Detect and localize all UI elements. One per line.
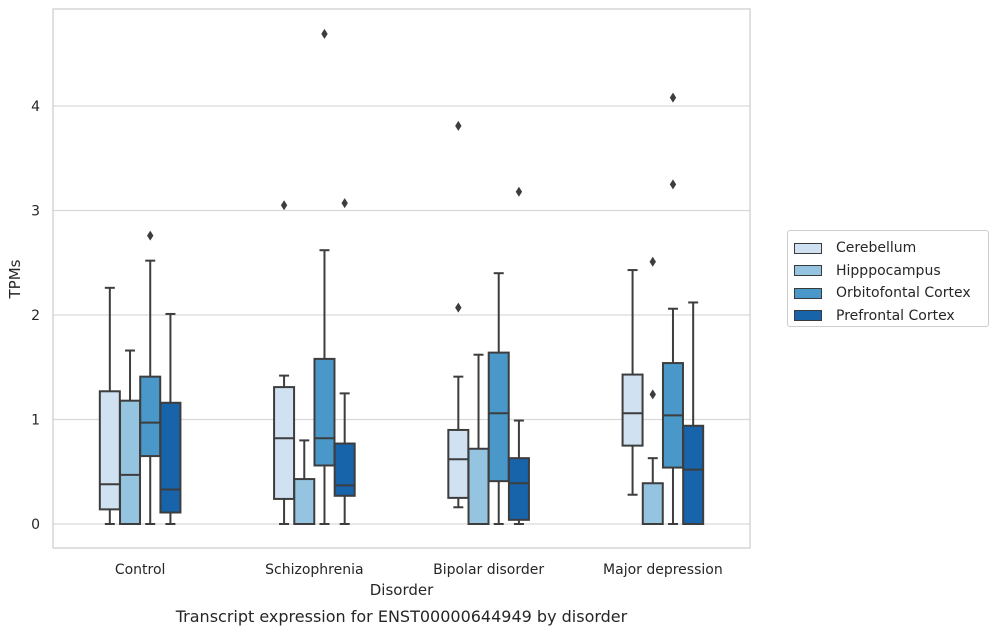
box-iqr	[293, 478, 316, 526]
box-cerebellum	[98, 286, 121, 525]
box-iqr	[447, 428, 470, 499]
box-iqr	[507, 457, 530, 521]
box-hipppocampus	[293, 439, 316, 526]
box-iqr	[333, 442, 356, 497]
plot-area-frame	[52, 8, 751, 549]
legend-swatch	[794, 310, 822, 322]
legend-item: Orbitofontal Cortex	[794, 282, 988, 305]
outlier-point	[341, 198, 348, 209]
x-tick-label: Control	[115, 562, 166, 578]
box-hipppocampus	[119, 349, 142, 525]
box-prefrontal-cortex	[159, 312, 182, 525]
legend-label: Prefrontal Cortex	[836, 307, 955, 324]
legend-item: Cerebellum	[794, 237, 988, 260]
box-orbitofontal-cortex	[487, 272, 510, 525]
legend-item: Hipppocampus	[794, 260, 988, 283]
box-orbitofontal-cortex	[139, 230, 162, 525]
y-tick-label: 4	[31, 99, 40, 115]
outlier-point	[515, 186, 523, 197]
x-tick-labels: Control Schizophrenia Bipolar disorder Majo…	[115, 562, 723, 578]
legend-swatch	[794, 287, 822, 299]
box-iqr	[313, 357, 336, 467]
y-tick-label: 0	[31, 517, 40, 533]
box-iqr	[682, 424, 705, 525]
legend-swatch	[794, 242, 822, 254]
box-orbitofontal-cortex	[661, 92, 684, 525]
y-axis-label: TPMs	[6, 259, 24, 299]
gridlines	[53, 105, 750, 525]
box-series	[98, 28, 705, 526]
outlier-point	[321, 28, 328, 39]
outlier-point	[669, 179, 677, 190]
box-iqr	[467, 447, 490, 526]
box-orbitofontal-cortex	[313, 28, 336, 525]
box-iqr	[159, 401, 182, 514]
box-iqr	[139, 375, 162, 458]
legend-label: Orbitofontal Cortex	[836, 285, 971, 302]
box-iqr	[487, 351, 510, 483]
box-prefrontal-cortex	[507, 186, 530, 525]
outlier-point	[669, 92, 677, 103]
legend-label: Cerebellum	[836, 240, 917, 257]
x-tick-label: Schizophrenia	[265, 562, 363, 578]
box-hipppocampus	[641, 256, 664, 525]
legend-item: Prefrontal Cortex	[794, 305, 988, 328]
y-tick-label: 3	[31, 204, 40, 220]
box-iqr	[273, 386, 296, 500]
x-axis-label: Disorder	[370, 581, 434, 599]
box-cerebellum	[621, 269, 644, 496]
x-tick-label: Major depression	[603, 562, 723, 578]
outlier-point	[649, 256, 656, 267]
box-iqr	[641, 482, 664, 525]
outlier-point	[455, 302, 462, 313]
outlier-point	[280, 200, 288, 211]
box-hipppocampus	[467, 353, 490, 526]
box-cerebellum	[273, 200, 296, 525]
y-tick-labels: 0 1 2 3 4	[31, 99, 40, 533]
x-tick-label: Bipolar disorder	[433, 562, 544, 578]
legend-swatch	[794, 265, 822, 277]
outlier-point	[649, 389, 656, 400]
box-prefrontal-cortex	[333, 198, 356, 525]
chart-title: Transcript expression for ENST0000064494…	[175, 607, 628, 626]
y-tick-label: 2	[31, 308, 40, 324]
box-cerebellum	[447, 120, 470, 509]
box-prefrontal-cortex	[682, 301, 705, 525]
box-iqr	[98, 390, 121, 511]
outlier-point	[455, 120, 462, 131]
outlier-point	[147, 230, 154, 241]
y-tick-label: 1	[31, 413, 40, 429]
box-iqr	[621, 373, 644, 447]
legend: Cerebellum Hipppocampus Orbitofontal Corte…	[787, 230, 989, 327]
legend-label: Hipppocampus	[836, 262, 941, 279]
box-iqr	[119, 399, 142, 525]
